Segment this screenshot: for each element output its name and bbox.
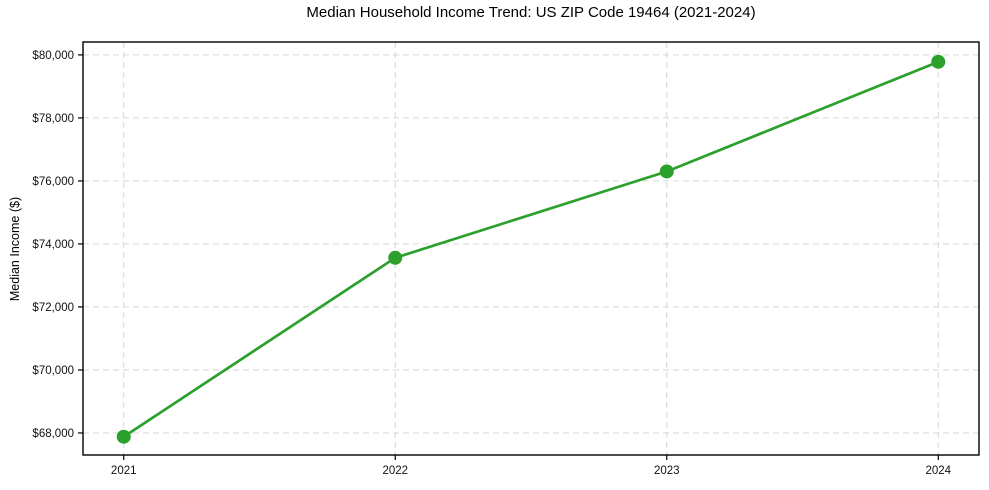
y-tick-label: $80,000 (32, 50, 74, 62)
data-point-marker (931, 54, 946, 69)
y-tick-label: $74,000 (32, 239, 74, 251)
data-point-marker (116, 429, 131, 444)
chart-title: Median Household Income Trend: US ZIP Co… (306, 4, 756, 21)
y-tick-label: $78,000 (32, 113, 74, 125)
y-tick-label: $72,000 (32, 302, 74, 314)
trend-line (122, 60, 940, 439)
y-tick-label: $76,000 (32, 176, 74, 188)
data-point-marker (388, 250, 403, 265)
x-tick-label: 2021 (111, 465, 137, 477)
x-tick-label: 2023 (654, 465, 680, 477)
data-point-marker (659, 164, 674, 179)
y-tick-label: $68,000 (32, 428, 74, 440)
x-tick-label: 2024 (925, 465, 951, 477)
x-tick-label: 2022 (382, 465, 408, 477)
y-tick-label: $70,000 (32, 365, 74, 377)
plot-border (82, 41, 980, 456)
